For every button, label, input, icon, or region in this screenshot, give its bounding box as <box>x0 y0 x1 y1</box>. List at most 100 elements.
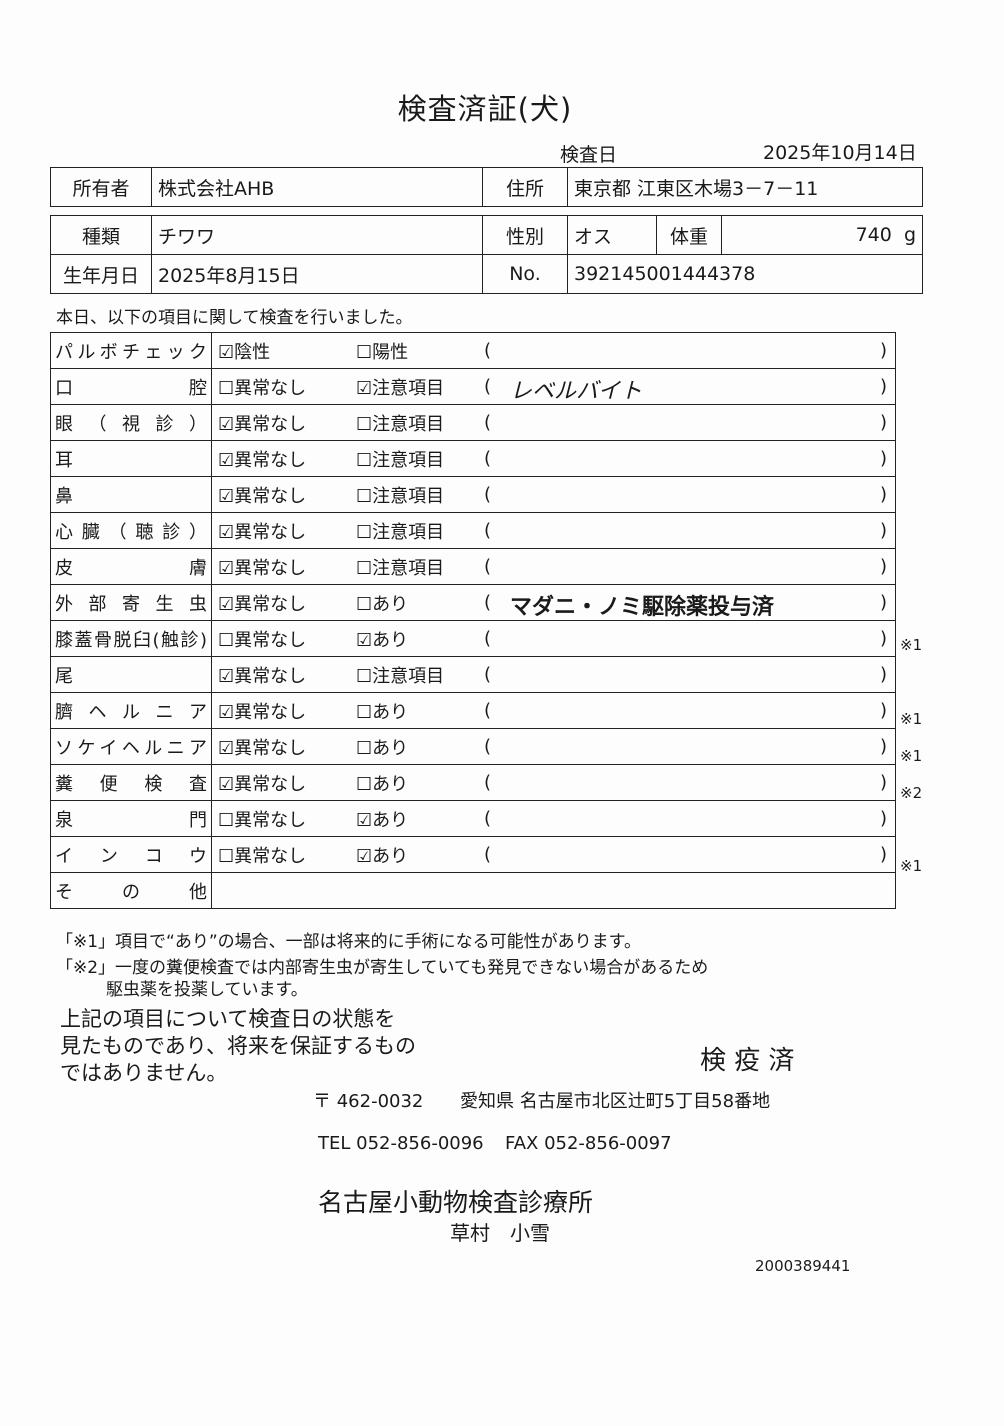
checkbox-icon[interactable]: ☐ <box>356 737 373 759</box>
pet-table: 種類 チワワ 性別 オス 体重 740 g 生年月日 2025年8月15日 No… <box>50 215 923 294</box>
checkbox-icon[interactable]: ☐ <box>356 485 373 507</box>
disclaimer-line: 見たものであり、将来を保証するもの <box>60 1034 416 1058</box>
intro-text: 本日、以下の項目に関して検査を行いました。 <box>56 308 413 328</box>
remark-cell: () <box>480 728 896 765</box>
item-name: 臍ヘルニア <box>50 692 212 729</box>
option-label: 注意項目 <box>372 665 445 687</box>
item-name: 外部寄生虫 <box>50 584 212 621</box>
item-name: 口腔 <box>50 368 212 405</box>
table-row: 泉門 ☐異常なし ☑あり () <box>50 800 896 837</box>
checked-box-icon[interactable]: ☑ <box>218 593 235 615</box>
remark-cell: () <box>480 548 896 585</box>
option-2: ☐あり <box>350 692 480 729</box>
checked-box-icon[interactable]: ☑ <box>218 665 235 687</box>
checked-box-icon[interactable]: ☑ <box>218 701 235 723</box>
option-2: ☑注意項目 <box>350 368 480 405</box>
table-row: ソケイヘルニア ☑異常なし ☐あり () <box>50 728 896 765</box>
remark-cell: () <box>480 440 896 477</box>
option-1: ☑異常なし <box>211 692 350 729</box>
note-mark: ※1 <box>900 710 923 728</box>
item-name: 糞便検査 <box>50 764 212 801</box>
disclaimer-line: ではありません。 <box>60 1061 228 1085</box>
option-label: あり <box>372 809 409 831</box>
option-1: ☑異常なし <box>211 584 350 621</box>
item-name: インコウ <box>50 836 212 873</box>
checked-box-icon[interactable]: ☑ <box>218 773 235 795</box>
option-label: 異常なし <box>234 845 307 867</box>
footnote-1: 「※1」項目で“あり”の場合、一部は将来的に手術になる可能性があります。 <box>56 932 641 952</box>
option-label: 注意項目 <box>372 557 445 579</box>
owner-value: 株式会社AHB <box>151 167 483 207</box>
checked-box-icon[interactable]: ☑ <box>218 341 235 363</box>
note-mark: ※1 <box>900 857 923 876</box>
sex-label: 性別 <box>482 215 568 255</box>
remark-cell: () <box>480 692 896 729</box>
type-label: 種類 <box>50 215 152 255</box>
checked-box-icon[interactable]: ☑ <box>356 809 373 831</box>
disclaimer: 上記の項目について検査日の状態を 見たものであり、将来を保証するもの ではありま… <box>60 1006 416 1087</box>
option-label: 異常なし <box>234 593 307 615</box>
remark-cell: () <box>480 764 896 801</box>
weight-unit: g <box>903 224 916 246</box>
option-label: 異常なし <box>234 701 307 723</box>
checkbox-icon[interactable]: ☐ <box>356 449 373 471</box>
table-row: 尾 ☑異常なし ☐注意項目 () <box>50 656 896 693</box>
checked-box-icon[interactable]: ☑ <box>356 845 373 867</box>
item-name: 泉門 <box>50 800 212 837</box>
checkbox-icon[interactable]: ☐ <box>356 341 373 363</box>
option-2: ☐注意項目 <box>350 476 480 513</box>
note-mark: ※2 <box>900 783 923 802</box>
checkbox-icon[interactable]: ☐ <box>356 593 373 615</box>
option-label: 注意項目 <box>372 521 445 543</box>
checked-box-icon[interactable]: ☑ <box>218 485 235 507</box>
option-2: ☐注意項目 <box>350 440 480 477</box>
checked-box-icon[interactable]: ☑ <box>218 413 235 435</box>
other-value[interactable] <box>211 872 896 909</box>
table-row: 皮膚 ☑異常なし ☐注意項目 () <box>50 548 896 585</box>
checkbox-icon[interactable]: ☐ <box>218 809 235 831</box>
note-mark: ※1 <box>900 636 923 655</box>
checkbox-icon[interactable]: ☐ <box>356 701 373 723</box>
option-label: 注意項目 <box>372 485 445 507</box>
checkbox-icon[interactable]: ☐ <box>218 845 235 867</box>
checked-box-icon[interactable]: ☑ <box>356 377 373 399</box>
option-label: 注意項目 <box>372 413 445 435</box>
checkbox-icon[interactable]: ☐ <box>356 557 373 579</box>
checkbox-icon[interactable]: ☐ <box>356 413 373 435</box>
checkbox-icon[interactable]: ☐ <box>356 521 373 543</box>
inspection-table: パルボチェック ☑陰性 ☐陽性 () 口腔 ☐異常なし ☑注意項目 (レベルバイト… <box>50 332 896 909</box>
option-2: ☐注意項目 <box>350 404 480 441</box>
type-value: チワワ <box>151 215 483 255</box>
option-label: 異常なし <box>234 629 307 651</box>
checked-box-icon[interactable]: ☑ <box>218 737 235 759</box>
option-label: 陰性 <box>234 341 271 363</box>
checkbox-icon[interactable]: ☐ <box>218 377 235 399</box>
checked-box-icon[interactable]: ☑ <box>218 557 235 579</box>
remark-cell: () <box>480 800 896 837</box>
checkbox-icon[interactable]: ☐ <box>356 773 373 795</box>
option-label: 異常なし <box>234 521 307 543</box>
option-label: 異常なし <box>234 737 307 759</box>
table-row: 眼（視診） ☑異常なし ☐注意項目 () <box>50 404 896 441</box>
checked-box-icon[interactable]: ☑ <box>218 521 235 543</box>
weight-label: 体重 <box>656 215 722 255</box>
option-label: 異常なし <box>234 557 307 579</box>
option-label: 異常なし <box>234 773 307 795</box>
dob-value: 2025年8月15日 <box>151 254 483 294</box>
remark-cell: (レベルバイト) <box>480 368 896 405</box>
option-2: ☐注意項目 <box>350 656 480 693</box>
checkbox-icon[interactable]: ☐ <box>356 665 373 687</box>
checked-box-icon[interactable]: ☑ <box>356 629 373 651</box>
footnote-2-cont: 駆虫薬を投薬しています。 <box>106 980 308 1000</box>
dob-label: 生年月日 <box>50 254 152 294</box>
checked-box-icon[interactable]: ☑ <box>218 449 235 471</box>
table-row-other: その他 <box>50 872 896 909</box>
option-label: 異常なし <box>234 377 307 399</box>
item-name: 皮膚 <box>50 548 212 585</box>
remark-text: マダニ・ノミ駆除薬投与済 <box>510 595 775 620</box>
checkbox-icon[interactable]: ☐ <box>218 629 235 651</box>
remark-cell: () <box>480 404 896 441</box>
clinic-postal: 〒 462-0032 <box>313 1091 424 1112</box>
option-2: ☐注意項目 <box>350 512 480 549</box>
